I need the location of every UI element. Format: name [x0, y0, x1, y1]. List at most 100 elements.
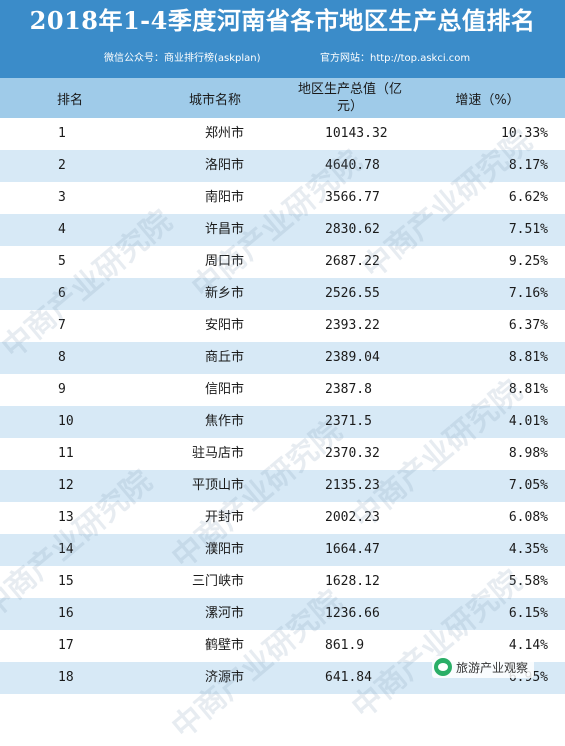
table-row: 16 漯河市 1236.66 6.15% [0, 598, 565, 630]
cell-rank: 17 [58, 638, 74, 653]
cell-city-text: 济源市 [204, 670, 244, 685]
header-gdp-line2: 元） [336, 99, 363, 114]
cell-city-text: 安阳市 [204, 318, 244, 333]
cell-gdp: 2135.23 [325, 478, 380, 493]
cell-rank: 9 [58, 382, 66, 397]
table-row: 3 南阳市 3566.77 6.62% [0, 182, 565, 214]
cell-rank: 18 [58, 670, 74, 685]
cell-rank: 2 [58, 158, 66, 173]
cell-city-text: 商丘市 [204, 350, 244, 365]
cell-growth: 10.33% [501, 126, 548, 141]
cell-city-text: 信阳市 [204, 382, 244, 397]
cell-rank: 15 [58, 574, 74, 589]
cell-gdp: 2389.04 [325, 350, 380, 365]
cell-growth: 7.05% [508, 478, 548, 493]
cell-rank: 13 [58, 510, 74, 525]
cell-growth: 6.37% [508, 318, 548, 333]
header-rank: 排名 [56, 92, 83, 108]
cell-city-text: 郑州市 [204, 126, 244, 141]
cell-rank: 14 [58, 542, 74, 557]
cell-city-text: 濮阳市 [204, 542, 244, 557]
cell-gdp: 10143.32 [325, 126, 388, 141]
cell-rank: 7 [58, 318, 66, 333]
table-row: 12 平顶山市 2135.23 7.05% [0, 470, 565, 502]
table-row: 6 新乡市 2526.55 7.16% [0, 278, 565, 310]
cell-city-text: 开封市 [204, 510, 244, 525]
cell-growth: 4.35% [508, 542, 548, 557]
account-badge: 旅游产业观察 [432, 656, 535, 678]
cell-rank: 12 [58, 478, 74, 493]
table-row: 2 洛阳市 4640.78 8.17% [0, 150, 565, 182]
cell-city-text: 周口市 [204, 254, 244, 269]
cell-gdp: 1236.66 [325, 606, 380, 621]
table-row: 9 信阳市 2387.8 8.81% [0, 374, 565, 406]
cell-growth: 4.01% [508, 414, 548, 429]
cell-growth: 8.81% [508, 350, 548, 365]
table-row: 4 许昌市 2830.62 7.51% [0, 214, 565, 246]
cell-rank: 10 [58, 414, 74, 429]
header-city: 城市名称 [188, 92, 241, 108]
table-row: 5 周口市 2687.22 9.25% [0, 246, 565, 278]
cell-rank: 8 [58, 350, 66, 365]
cell-gdp: 2371.5 [325, 414, 372, 429]
cell-rank: 3 [58, 190, 66, 205]
cell-city-text: 漯河市 [204, 606, 244, 621]
cell-gdp: 2370.32 [325, 446, 380, 461]
cell-gdp: 2002.23 [325, 510, 380, 525]
cell-gdp: 641.84 [325, 670, 372, 685]
cell-gdp: 4640.78 [325, 158, 380, 173]
cell-gdp: 861.9 [325, 638, 365, 653]
table-row: 13 开封市 2002.23 6.08% [0, 502, 565, 534]
cell-growth: 6.62% [508, 190, 548, 205]
cell-gdp: 1628.12 [325, 574, 380, 589]
badge-label: 旅游产业观察 [456, 660, 529, 675]
table-row: 14 濮阳市 1664.47 4.35% [0, 534, 565, 566]
cell-city-text: 洛阳市 [204, 158, 244, 173]
table-row: 10 焦作市 2371.5 4.01% [0, 406, 565, 438]
header-gdp-line1: 地区生产总值（亿 [297, 82, 402, 97]
cell-city-text: 鹤壁市 [204, 638, 244, 653]
title-banner: 2018年1-4季度河南省各市地区生产总值排名 微信公众号：商业排行榜(askp… [0, 0, 565, 78]
cell-growth: 4.14% [508, 638, 548, 653]
cell-gdp: 2687.22 [325, 254, 380, 269]
website-label: 官方网站：http://top.askci.com [320, 53, 471, 64]
cell-growth: 7.51% [508, 222, 548, 237]
cell-city-text: 南阳市 [204, 190, 244, 205]
table-row: 8 商丘市 2389.04 8.81% [0, 342, 565, 374]
table-header: 排名 城市名称 地区生产总值（亿 元） 增速（%） [0, 78, 565, 118]
cell-rank: 11 [58, 446, 74, 461]
cell-growth: 7.16% [508, 286, 548, 301]
cell-rank: 6 [58, 286, 66, 301]
cell-city-text: 三门峡市 [191, 574, 244, 589]
wechat-icon [434, 658, 452, 676]
cell-growth: 6.08% [508, 510, 548, 525]
cell-city-text: 许昌市 [204, 222, 244, 237]
cell-rank: 5 [58, 254, 66, 269]
cell-growth: 8.81% [508, 382, 548, 397]
table-row: 1 郑州市 10143.32 10.33% [0, 118, 565, 150]
header-gdp: 地区生产总值（亿 元） [290, 78, 410, 118]
cell-growth: 6.15% [508, 606, 548, 621]
cell-city-text: 平顶山市 [191, 478, 244, 493]
table-row: 15 三门峡市 1628.12 5.58% [0, 566, 565, 598]
cell-gdp: 3566.77 [325, 190, 380, 205]
wechat-account-label: 微信公众号：商业排行榜(askplan) [104, 53, 261, 64]
cell-rank: 1 [58, 126, 66, 141]
cell-gdp: 2526.55 [325, 286, 380, 301]
table-row: 11 驻马店市 2370.32 8.98% [0, 438, 565, 470]
cell-gdp: 2393.22 [325, 318, 380, 333]
cell-gdp: 2387.8 [325, 382, 372, 397]
cell-city-text: 新乡市 [204, 286, 244, 301]
cell-growth: 8.98% [508, 446, 548, 461]
cell-growth: 5.58% [508, 574, 548, 589]
header-growth: 增速（%） [455, 92, 520, 108]
cell-city-text: 焦作市 [204, 414, 244, 429]
table-row: 7 安阳市 2393.22 6.37% [0, 310, 565, 342]
table-body: 1 郑州市 10143.32 10.33% 2 洛阳市 4640.78 8.17% 3 南阳市 35… [0, 118, 565, 694]
page-title: 2018年1-4季度河南省各市地区生产总值排名 [29, 6, 536, 35]
cell-rank: 4 [58, 222, 66, 237]
cell-rank: 16 [58, 606, 74, 621]
cell-growth: 9.25% [508, 254, 548, 269]
cell-growth: 8.17% [508, 158, 548, 173]
cell-gdp: 1664.47 [325, 542, 380, 557]
